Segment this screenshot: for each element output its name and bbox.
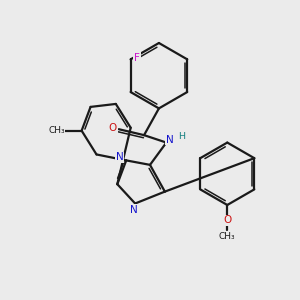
Text: CH₃: CH₃	[48, 126, 65, 135]
Text: N: N	[166, 135, 174, 145]
Text: N: N	[116, 152, 124, 162]
Text: O: O	[109, 123, 117, 133]
Text: H: H	[178, 131, 185, 140]
Text: O: O	[223, 215, 231, 225]
Text: N: N	[130, 205, 137, 215]
Text: F: F	[134, 53, 140, 63]
Text: CH₃: CH₃	[219, 232, 236, 241]
